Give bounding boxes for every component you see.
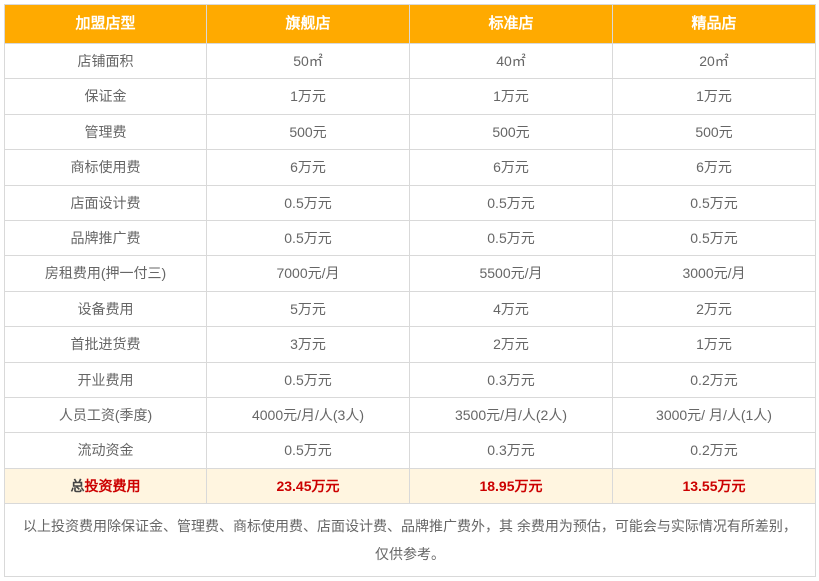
table-row: 管理费500元500元500元 [5,114,816,149]
table-row: 房租费用(押一付三)7000元/月5500元/月3000元/月 [5,256,816,291]
total-row: 总投资费用 23.45万元 18.95万元 13.55万元 [5,468,816,503]
table-row: 首批进货费3万元2万元1万元 [5,327,816,362]
row-cell: 3000元/月 [613,256,816,291]
row-cell: 500元 [207,114,410,149]
row-cell: 0.5万元 [613,185,816,220]
row-cell: 5500元/月 [410,256,613,291]
row-cell: 0.5万元 [410,220,613,255]
row-label: 首批进货费 [5,327,207,362]
row-cell: 2万元 [410,327,613,362]
row-cell: 0.5万元 [207,220,410,255]
row-cell: 4000元/月/人(3人) [207,397,410,432]
total-flagship: 23.45万元 [207,468,410,503]
table-row: 商标使用费6万元6万元6万元 [5,150,816,185]
table-row: 设备费用5万元4万元2万元 [5,291,816,326]
row-cell: 50㎡ [207,44,410,79]
row-label: 品牌推广费 [5,220,207,255]
total-label: 总投资费用 [5,468,207,503]
header-row: 加盟店型 旗舰店 标准店 精品店 [5,5,816,44]
header-store-type: 加盟店型 [5,5,207,44]
row-cell: 20㎡ [613,44,816,79]
row-cell: 0.5万元 [207,185,410,220]
row-label: 保证金 [5,79,207,114]
header-boutique: 精品店 [613,5,816,44]
row-cell: 0.5万元 [613,220,816,255]
row-cell: 6万元 [613,150,816,185]
row-cell: 7000元/月 [207,256,410,291]
row-cell: 0.5万元 [410,185,613,220]
row-cell: 4万元 [410,291,613,326]
row-cell: 1万元 [613,327,816,362]
total-standard: 18.95万元 [410,468,613,503]
row-label: 设备费用 [5,291,207,326]
row-cell: 6万元 [410,150,613,185]
row-cell: 0.3万元 [410,433,613,468]
row-cell: 1万元 [410,79,613,114]
table-row: 品牌推广费0.5万元0.5万元0.5万元 [5,220,816,255]
row-cell: 6万元 [207,150,410,185]
row-cell: 2万元 [613,291,816,326]
row-label: 店面设计费 [5,185,207,220]
row-label: 流动资金 [5,433,207,468]
table-row: 店面设计费0.5万元0.5万元0.5万元 [5,185,816,220]
row-cell: 3000元/ 月/人(1人) [613,397,816,432]
row-cell: 0.2万元 [613,433,816,468]
header-standard: 标准店 [410,5,613,44]
table-row: 开业费用0.5万元0.3万元0.2万元 [5,362,816,397]
row-cell: 3万元 [207,327,410,362]
row-cell: 500元 [613,114,816,149]
table-row: 保证金1万元1万元1万元 [5,79,816,114]
table-row: 店铺面积50㎡40㎡20㎡ [5,44,816,79]
franchise-cost-table: 加盟店型 旗舰店 标准店 精品店 店铺面积50㎡40㎡20㎡保证金1万元1万元1… [4,4,816,577]
row-cell: 500元 [410,114,613,149]
row-cell: 5万元 [207,291,410,326]
footnote-row: 以上投资费用除保证金、管理费、商标使用费、店面设计费、品牌推广费外，其 余费用为… [5,504,816,577]
table-row: 人员工资(季度)4000元/月/人(3人)3500元/月/人(2人)3000元/… [5,397,816,432]
row-label: 房租费用(押一付三) [5,256,207,291]
row-cell: 0.3万元 [410,362,613,397]
table-row: 流动资金0.5万元0.3万元0.2万元 [5,433,816,468]
row-cell: 0.5万元 [207,433,410,468]
row-cell: 1万元 [613,79,816,114]
header-flagship: 旗舰店 [207,5,410,44]
row-cell: 40㎡ [410,44,613,79]
row-label: 开业费用 [5,362,207,397]
row-label: 管理费 [5,114,207,149]
row-cell: 0.2万元 [613,362,816,397]
row-cell: 1万元 [207,79,410,114]
total-boutique: 13.55万元 [613,468,816,503]
row-label: 人员工资(季度) [5,397,207,432]
footnote-text: 以上投资费用除保证金、管理费、商标使用费、店面设计费、品牌推广费外，其 余费用为… [5,504,816,577]
row-cell: 0.5万元 [207,362,410,397]
row-cell: 3500元/月/人(2人) [410,397,613,432]
row-label: 商标使用费 [5,150,207,185]
row-label: 店铺面积 [5,44,207,79]
